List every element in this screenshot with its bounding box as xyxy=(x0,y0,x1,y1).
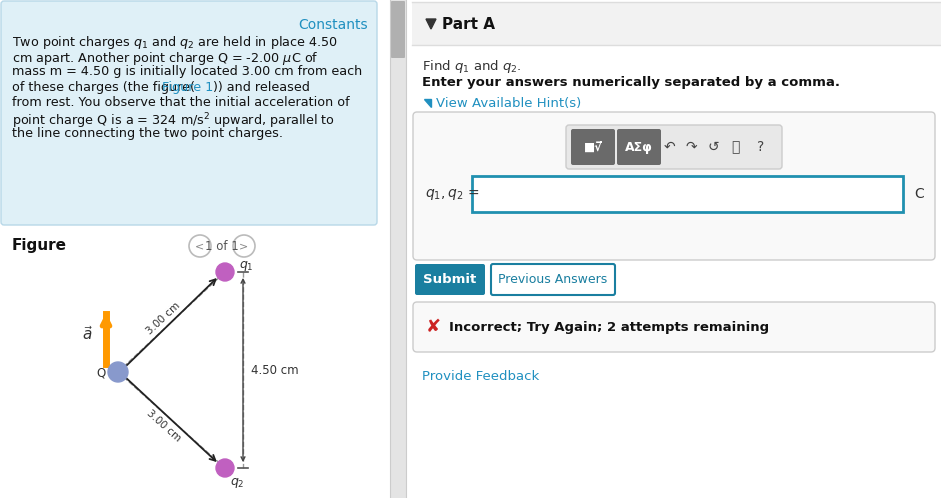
Text: Find $q_1$ and $q_2$.: Find $q_1$ and $q_2$. xyxy=(422,58,521,75)
Text: C: C xyxy=(914,187,924,201)
FancyBboxPatch shape xyxy=(415,264,485,295)
Text: 4.50 cm: 4.50 cm xyxy=(251,364,298,376)
Text: Q: Q xyxy=(96,367,105,379)
Text: Two point charges $q_1$ and $q_2$ are held in place 4.50: Two point charges $q_1$ and $q_2$ are he… xyxy=(12,34,338,51)
Text: $\vec{a}$: $\vec{a}$ xyxy=(83,325,93,343)
Text: ?: ? xyxy=(758,140,765,154)
Text: Provide Feedback: Provide Feedback xyxy=(422,370,539,383)
FancyBboxPatch shape xyxy=(391,1,405,58)
FancyBboxPatch shape xyxy=(617,129,661,165)
Text: $q_2$: $q_2$ xyxy=(230,476,245,490)
Text: mass m = 4.50 g is initially located 3.00 cm from each: mass m = 4.50 g is initially located 3.0… xyxy=(12,65,362,78)
Text: >: > xyxy=(239,241,248,251)
FancyBboxPatch shape xyxy=(413,302,935,352)
Text: Enter your answers numerically separated by a comma.: Enter your answers numerically separated… xyxy=(422,76,840,89)
Polygon shape xyxy=(424,99,431,107)
Polygon shape xyxy=(426,19,436,29)
Text: 1 of 1: 1 of 1 xyxy=(205,240,239,252)
FancyBboxPatch shape xyxy=(472,176,903,212)
Text: Figure 1: Figure 1 xyxy=(162,81,214,94)
Text: 3.00 cm: 3.00 cm xyxy=(145,300,183,336)
Text: <: < xyxy=(196,241,204,251)
FancyBboxPatch shape xyxy=(412,3,941,45)
Text: 3.00 cm: 3.00 cm xyxy=(145,408,183,444)
Text: of these charges (the figure(: of these charges (the figure( xyxy=(12,81,195,94)
FancyBboxPatch shape xyxy=(1,1,377,225)
FancyBboxPatch shape xyxy=(566,125,782,169)
Text: Submit: Submit xyxy=(423,272,477,285)
Text: Part A: Part A xyxy=(442,16,495,31)
Text: ⎙: ⎙ xyxy=(731,140,740,154)
Text: the line connecting the two point charges.: the line connecting the two point charge… xyxy=(12,127,283,140)
FancyBboxPatch shape xyxy=(491,264,615,295)
Text: from rest. You observe that the initial acceleration of: from rest. You observe that the initial … xyxy=(12,96,350,109)
Text: View Available Hint(s): View Available Hint(s) xyxy=(436,97,582,110)
FancyBboxPatch shape xyxy=(571,129,615,165)
Text: ↶: ↶ xyxy=(663,140,675,154)
Text: ✘: ✘ xyxy=(425,318,440,336)
Text: point charge Q is a = 324 m/s$^2$ upward, parallel to: point charge Q is a = 324 m/s$^2$ upward… xyxy=(12,112,335,131)
Text: $q_1, q_2$ =: $q_1, q_2$ = xyxy=(425,186,480,202)
Text: cm apart. Another point charge Q = -2.00 $\mu$C of: cm apart. Another point charge Q = -2.00… xyxy=(12,49,319,67)
Text: ↷: ↷ xyxy=(685,140,697,154)
Text: Constants: Constants xyxy=(298,18,368,32)
Text: Previous Answers: Previous Answers xyxy=(499,272,608,285)
Text: Figure: Figure xyxy=(12,238,67,253)
Circle shape xyxy=(216,459,234,477)
Text: Incorrect; Try Again; 2 attempts remaining: Incorrect; Try Again; 2 attempts remaini… xyxy=(449,321,769,334)
Text: AΣφ: AΣφ xyxy=(625,140,653,153)
Text: ■√̅: ■√̅ xyxy=(583,140,602,153)
Text: $q_1$: $q_1$ xyxy=(239,259,254,273)
FancyBboxPatch shape xyxy=(390,0,406,498)
Circle shape xyxy=(108,362,128,382)
Text: ↺: ↺ xyxy=(708,140,719,154)
Circle shape xyxy=(216,263,234,281)
FancyBboxPatch shape xyxy=(413,112,935,260)
Text: )) and released: )) and released xyxy=(213,81,310,94)
